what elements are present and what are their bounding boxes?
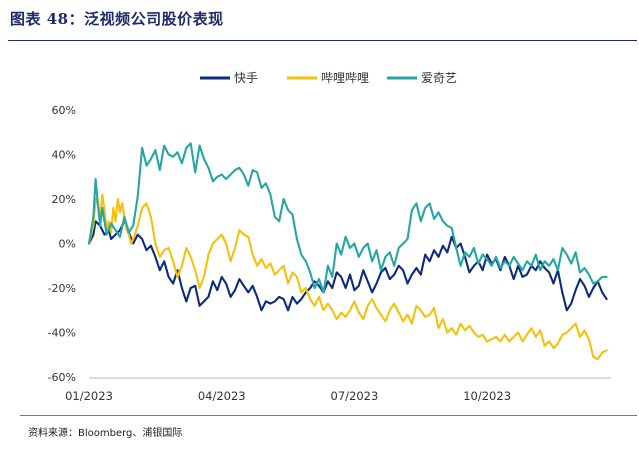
y-axis: -60% -40% -20% 0% 20% 40% 60% [48, 104, 76, 384]
y-tick-label: 20% [52, 193, 76, 206]
x-tick-label: 01/2023 [65, 389, 113, 403]
y-tick-label: 0% [59, 238, 76, 251]
figure-title: 图表 48：泛视频公司股价表现 [10, 10, 224, 28]
y-tick-label: -20% [48, 282, 76, 295]
x-tick-label: 07/2023 [331, 389, 379, 403]
source-divider [20, 415, 637, 416]
legend-label: 哔哩哔哩 [321, 71, 369, 85]
x-tick-label: 10/2023 [463, 389, 511, 403]
series-line-1 [87, 193, 608, 361]
y-tick-label: -60% [48, 371, 76, 384]
y-tick-label: 40% [52, 149, 76, 162]
y-tick-label: -40% [48, 327, 76, 340]
chart-legend[interactable]: 快手 哔哩哔哩 爱奇艺 [200, 71, 457, 85]
legend-item-0[interactable]: 快手 [200, 71, 258, 85]
x-tick-label: 04/2023 [198, 389, 246, 403]
y-tick-label: 60% [52, 104, 76, 117]
legend-item-2[interactable]: 爱奇艺 [387, 71, 457, 85]
title-divider [8, 40, 637, 41]
legend-label: 爱奇艺 [421, 71, 457, 85]
legend-item-1[interactable]: 哔哩哔哩 [287, 71, 369, 85]
stock-performance-chart: 快手 哔哩哔哩 爱奇艺 -60% -40% -20% 0% 20% 40% 60% 01/202… [48, 71, 611, 403]
source-note: 资料来源：Bloomberg、浦银国际 [28, 428, 183, 439]
series-lines [87, 142, 608, 361]
series-line-0 [87, 220, 608, 312]
series-line-2 [87, 142, 608, 294]
x-axis: 01/2023 04/2023 07/2023 10/2023 [65, 377, 611, 403]
legend-label: 快手 [234, 71, 258, 85]
